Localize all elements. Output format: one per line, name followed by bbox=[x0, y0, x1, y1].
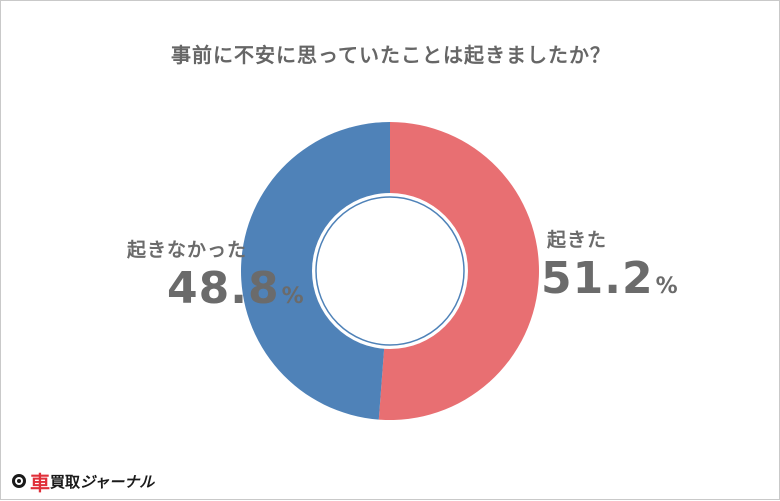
tire-icon bbox=[12, 474, 26, 488]
slice-value-not-happened-number: 48.8 bbox=[167, 263, 280, 314]
percent-unit: % bbox=[281, 284, 304, 309]
logo-journal-text: ジャーナル bbox=[80, 472, 155, 491]
slice-value-not-happened: 48.8% bbox=[167, 263, 304, 314]
percent-unit: % bbox=[655, 274, 678, 299]
brand-logo: 車 買取 ジャーナル bbox=[11, 467, 154, 495]
donut-hole bbox=[312, 193, 468, 349]
logo-car-text: 車 bbox=[30, 470, 50, 495]
logo-buy-text: 買取 bbox=[50, 472, 81, 491]
slice-value-happened: 51.2% bbox=[541, 253, 678, 304]
slice-label-happened: 起きた bbox=[547, 229, 608, 251]
chart-title: 事前に不安に思っていたことは起きましたか？ bbox=[171, 43, 611, 67]
slice-value-happened-number: 51.2 bbox=[541, 253, 654, 304]
donut-inner-ring bbox=[315, 196, 465, 346]
slice-label-not-happened: 起きなかった bbox=[127, 239, 248, 261]
